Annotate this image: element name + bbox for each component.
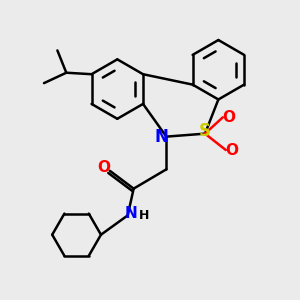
- Text: O: O: [225, 142, 238, 158]
- Text: N: N: [155, 128, 169, 146]
- Text: N: N: [124, 206, 137, 221]
- Text: H: H: [139, 209, 149, 222]
- Text: S: S: [199, 122, 211, 140]
- Text: O: O: [98, 160, 110, 175]
- Text: O: O: [222, 110, 235, 125]
